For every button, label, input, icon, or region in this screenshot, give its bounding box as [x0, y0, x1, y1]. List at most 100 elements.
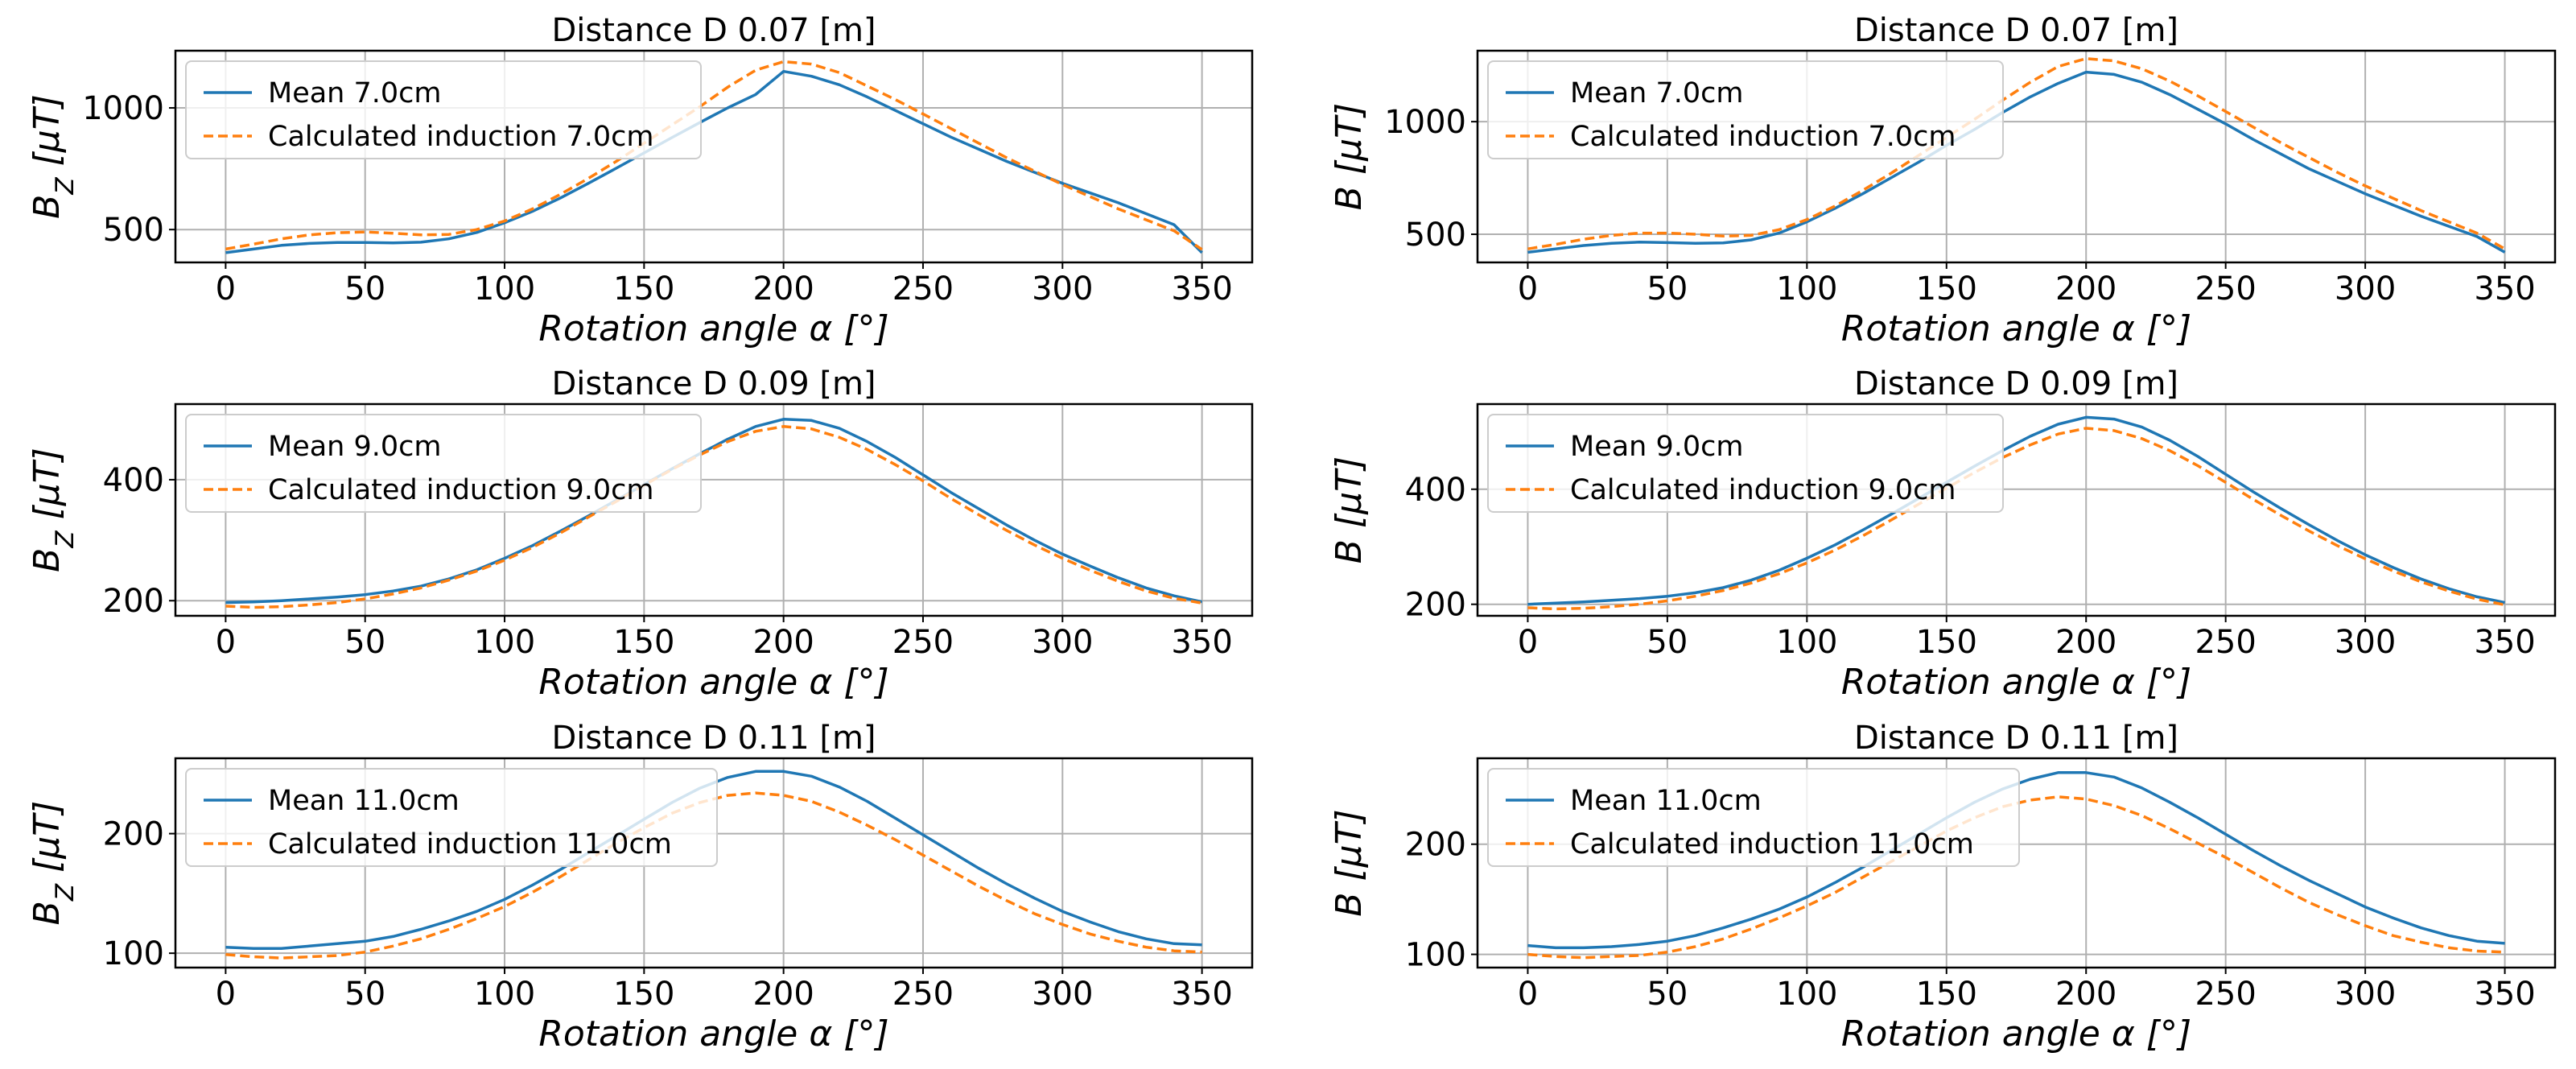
x-tick-label: 350 [1171, 976, 1232, 1013]
subplot-1: 0 50 100 150 200 250 300 350 500 1000 Distance D 0… [27, 12, 1254, 349]
y-tick-label: 500 [103, 212, 164, 249]
x-tick-label: 100 [1776, 270, 1837, 307]
x-tick-label: 0 [1518, 270, 1538, 307]
x-tick-label: 300 [1032, 976, 1093, 1013]
x-tick-label: 300 [2335, 976, 2396, 1013]
x-tick-label: 250 [2195, 270, 2256, 307]
x-tick-label: 100 [1776, 976, 1837, 1013]
legend-label: Calculated induction 9.0cm [268, 474, 654, 506]
x-axis-label: Rotation angle α [°] [1841, 662, 2191, 703]
series-line-mean [1527, 70, 2506, 254]
plot-frame [174, 49, 1254, 264]
y-axis-label: BZ [μT] [27, 448, 80, 572]
subplot-5: 0 50 100 150 200 250 300 350 100 200 Distance D 0.… [27, 720, 1254, 1055]
x-tick-label: 350 [1171, 270, 1232, 307]
legend-label: Calculated induction 7.0cm [1570, 121, 1956, 153]
y-axis-label: B [μT] [1329, 103, 1370, 210]
y-axis-label: BZ [μT] [27, 94, 80, 219]
y-axis-label: BZ [μT] [27, 801, 80, 926]
subplot-2: 0 50 100 150 200 250 300 350 500 1000 Distance D 0… [1329, 12, 2557, 349]
x-tick-label: 100 [474, 270, 535, 307]
legend-label: Calculated induction 7.0cm [268, 121, 654, 153]
y-tick-label: 100 [103, 935, 164, 972]
subplot-title: Distance D 0.07 [m] [1854, 12, 2178, 49]
legend-label: Mean 9.0cm [1570, 431, 1744, 463]
y-tick-label: 1000 [82, 90, 164, 127]
series-line-calculated [1527, 795, 2505, 960]
plot-frame [1476, 757, 2557, 969]
x-tick-label: 350 [2474, 976, 2535, 1013]
legend-label: Calculated induction 11.0cm [1570, 828, 1974, 861]
legend: Mean 7.0cm Calculated induction 7.0cm [1487, 60, 2004, 159]
legend-box [185, 414, 702, 513]
x-tick-label: 0 [216, 976, 236, 1013]
x-tick-label: 250 [2195, 624, 2256, 661]
x-axis-label: Rotation angle α [°] [538, 1013, 888, 1055]
x-axis-label: Rotation angle α [°] [1841, 1013, 2191, 1055]
y-tick-label: 200 [103, 816, 164, 853]
x-tick-label: 150 [1916, 976, 1977, 1013]
x-tick-label: 150 [1916, 270, 1977, 307]
x-tick-label: 100 [474, 976, 535, 1013]
x-tick-label: 100 [474, 624, 535, 661]
x-tick-label: 150 [613, 976, 674, 1013]
legend-label: Calculated induction 11.0cm [268, 828, 672, 861]
y-tick-label: 1000 [1384, 104, 1466, 141]
legend: Mean 11.0cm Calculated induction 11.0cm [185, 768, 718, 867]
series-line-calculated [1527, 57, 2506, 250]
subplot-3: 0 50 100 150 200 250 300 350 200 400 Distance D 0.… [27, 365, 1254, 703]
legend-label: Mean 9.0cm [268, 431, 442, 463]
legend-box [185, 60, 702, 159]
legend-label: Mean 11.0cm [268, 785, 460, 817]
x-tick-label: 50 [1647, 270, 1688, 307]
x-tick-label: 300 [1032, 270, 1093, 307]
y-tick-label: 200 [1405, 587, 1466, 624]
legend-box [1487, 414, 2004, 513]
y-tick-label: 100 [1405, 937, 1466, 974]
y-tick-label: 200 [103, 583, 164, 620]
legend-box [1487, 768, 2020, 867]
series-line-calculated [1527, 427, 2505, 611]
x-tick-label: 350 [2474, 624, 2535, 661]
x-tick-label: 200 [752, 976, 814, 1013]
legend-label: Calculated induction 9.0cm [1570, 474, 1956, 506]
series-line-calculated [225, 425, 1202, 609]
plot-frame [1476, 402, 2557, 617]
series-line-mean [1527, 415, 2505, 606]
legend-box [185, 768, 718, 867]
x-tick-label: 250 [892, 976, 954, 1013]
y-tick-label: 200 [1405, 827, 1466, 864]
plot-frame [1476, 49, 2557, 264]
x-tick-label: 300 [2335, 624, 2396, 661]
x-tick-label: 150 [613, 624, 674, 661]
legend-box [1487, 60, 2004, 159]
x-tick-label: 50 [1647, 976, 1688, 1013]
x-tick-label: 150 [1916, 624, 1977, 661]
subplot-title: Distance D 0.07 [m] [551, 12, 876, 49]
y-tick-label: 400 [1405, 472, 1466, 509]
legend-label: Mean 7.0cm [1570, 77, 1744, 109]
x-tick-label: 0 [216, 270, 236, 307]
x-tick-label: 250 [892, 270, 954, 307]
x-tick-label: 50 [1647, 624, 1688, 661]
x-tick-label: 150 [613, 270, 674, 307]
y-axis-label: B [μT] [1329, 456, 1370, 563]
x-tick-label: 300 [2335, 270, 2396, 307]
y-tick-label: 400 [103, 462, 164, 499]
x-tick-label: 200 [2055, 624, 2116, 661]
x-axis-label: Rotation angle α [°] [538, 662, 888, 703]
x-tick-label: 350 [1171, 624, 1232, 661]
subplot-6: 0 50 100 150 200 250 300 350 100 200 Distance D 0.… [1329, 720, 2557, 1055]
subplot-title: Distance D 0.09 [m] [1854, 365, 2178, 402]
plot-frame [174, 757, 1254, 969]
x-axis-label: Rotation angle α [°] [538, 308, 888, 349]
plot-frame [174, 402, 1254, 617]
x-tick-label: 200 [2055, 976, 2116, 1013]
series-line-calculated [225, 60, 1203, 251]
x-tick-label: 250 [2195, 976, 2256, 1013]
x-tick-label: 50 [344, 624, 385, 661]
x-tick-label: 300 [1032, 624, 1093, 661]
subplot-title: Distance D 0.09 [m] [551, 365, 876, 402]
x-tick-label: 0 [216, 624, 236, 661]
